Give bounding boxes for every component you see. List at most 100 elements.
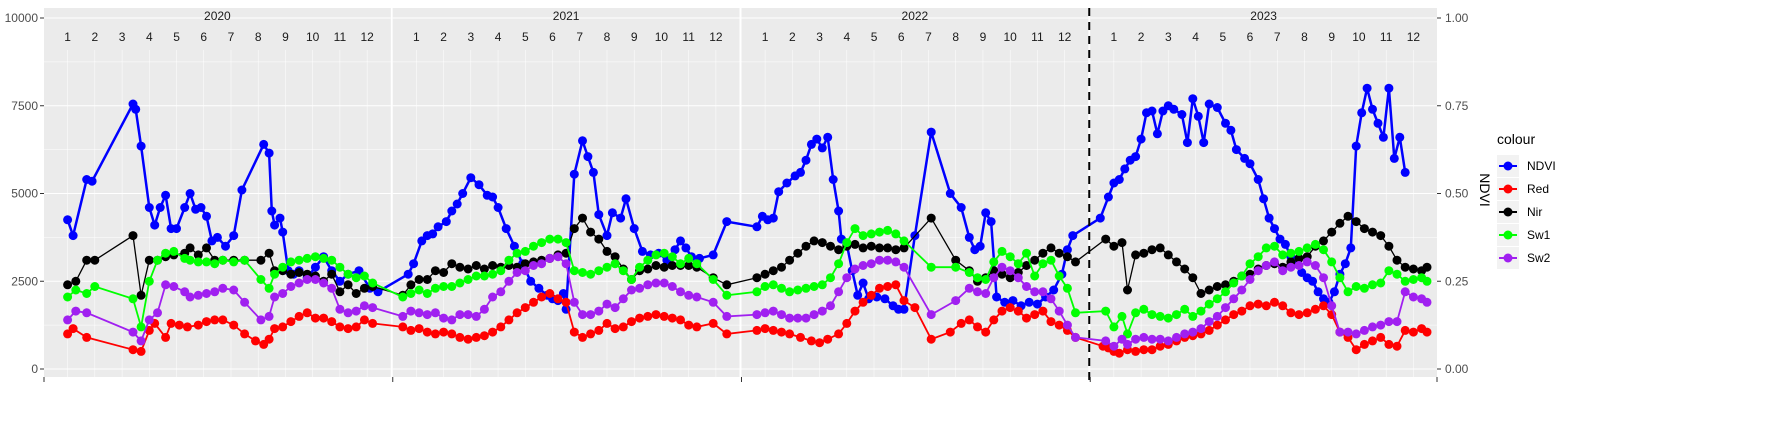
data-point bbox=[1357, 108, 1367, 118]
data-point bbox=[992, 292, 1002, 302]
data-point bbox=[501, 224, 511, 234]
data-point bbox=[1147, 106, 1157, 116]
data-point bbox=[359, 301, 369, 311]
data-point bbox=[858, 261, 868, 270]
data-point bbox=[1359, 283, 1369, 293]
data-point bbox=[578, 136, 587, 146]
series-layer bbox=[63, 83, 1432, 358]
data-point bbox=[403, 269, 413, 279]
data-point bbox=[267, 206, 277, 216]
strip-month-label: 10 bbox=[306, 30, 320, 44]
data-point bbox=[1054, 306, 1064, 316]
data-point bbox=[251, 336, 260, 346]
data-point bbox=[588, 167, 598, 177]
data-point bbox=[801, 313, 811, 323]
data-point bbox=[136, 141, 146, 151]
data-point bbox=[1270, 241, 1279, 251]
data-point bbox=[90, 255, 100, 265]
data-point bbox=[1294, 253, 1304, 263]
data-point bbox=[488, 269, 498, 279]
data-point bbox=[335, 262, 345, 272]
data-point bbox=[278, 322, 288, 332]
data-point bbox=[752, 287, 762, 297]
data-point bbox=[796, 167, 805, 177]
data-point bbox=[166, 318, 176, 328]
data-point bbox=[1155, 243, 1165, 253]
data-point bbox=[1054, 271, 1064, 281]
data-point bbox=[504, 276, 514, 286]
data-point bbox=[815, 338, 825, 348]
data-point bbox=[1400, 276, 1410, 286]
data-point bbox=[1147, 245, 1157, 255]
data-point bbox=[368, 303, 378, 313]
data-point bbox=[1155, 334, 1165, 344]
data-point bbox=[891, 280, 901, 290]
data-point bbox=[1204, 285, 1214, 295]
legend-label: Nir bbox=[1527, 205, 1542, 219]
data-point bbox=[793, 285, 803, 295]
data-point bbox=[891, 229, 901, 239]
data-point bbox=[1261, 301, 1271, 311]
data-point bbox=[850, 224, 860, 234]
data-point bbox=[583, 152, 593, 162]
data-point bbox=[1172, 257, 1181, 267]
data-point bbox=[455, 262, 465, 272]
data-point bbox=[1147, 310, 1157, 320]
data-point bbox=[302, 308, 312, 318]
data-point bbox=[1392, 317, 1402, 327]
data-point bbox=[777, 310, 786, 320]
data-point bbox=[1245, 259, 1255, 269]
data-point bbox=[602, 246, 612, 256]
panel-strip bbox=[1090, 8, 1437, 50]
data-point bbox=[537, 238, 547, 248]
data-point bbox=[768, 325, 778, 335]
data-point bbox=[997, 269, 1007, 279]
data-point bbox=[1400, 287, 1410, 297]
legend-label: Red bbox=[1527, 182, 1549, 196]
data-point bbox=[1062, 252, 1072, 262]
left-tick-label: 7500 bbox=[11, 99, 38, 113]
legend-title: colour bbox=[1497, 131, 1535, 147]
data-point bbox=[826, 273, 835, 283]
data-point bbox=[1392, 255, 1402, 265]
data-point bbox=[951, 296, 961, 306]
strip-month-label: 7 bbox=[1274, 30, 1281, 44]
data-point bbox=[422, 289, 432, 298]
data-point bbox=[826, 301, 835, 311]
strip-month-label: 7 bbox=[228, 30, 235, 44]
data-point bbox=[210, 287, 220, 297]
data-point bbox=[752, 310, 762, 320]
data-point bbox=[1163, 336, 1173, 346]
data-point bbox=[545, 289, 555, 298]
data-point bbox=[210, 259, 220, 269]
data-point bbox=[496, 266, 506, 276]
data-point bbox=[1280, 239, 1290, 249]
data-point bbox=[1131, 334, 1141, 344]
data-point bbox=[1188, 311, 1198, 321]
data-point bbox=[569, 169, 579, 179]
data-point bbox=[286, 257, 296, 267]
data-point bbox=[1022, 248, 1031, 258]
data-point bbox=[553, 234, 563, 244]
data-point bbox=[1226, 125, 1236, 135]
data-point bbox=[1319, 236, 1328, 246]
data-point bbox=[452, 199, 462, 209]
data-point bbox=[409, 259, 419, 269]
data-point bbox=[398, 311, 408, 321]
data-point bbox=[406, 289, 416, 298]
data-point bbox=[463, 334, 473, 344]
data-point bbox=[212, 232, 222, 242]
data-point bbox=[891, 245, 901, 255]
data-point bbox=[447, 259, 457, 269]
data-point bbox=[294, 311, 304, 321]
data-point bbox=[629, 224, 639, 234]
data-point bbox=[488, 261, 498, 270]
data-point bbox=[1302, 308, 1312, 318]
data-point bbox=[1062, 320, 1072, 330]
data-point bbox=[722, 290, 732, 300]
data-point bbox=[430, 329, 440, 339]
data-point bbox=[1408, 292, 1418, 302]
data-point bbox=[1212, 320, 1222, 330]
data-point bbox=[471, 332, 481, 342]
